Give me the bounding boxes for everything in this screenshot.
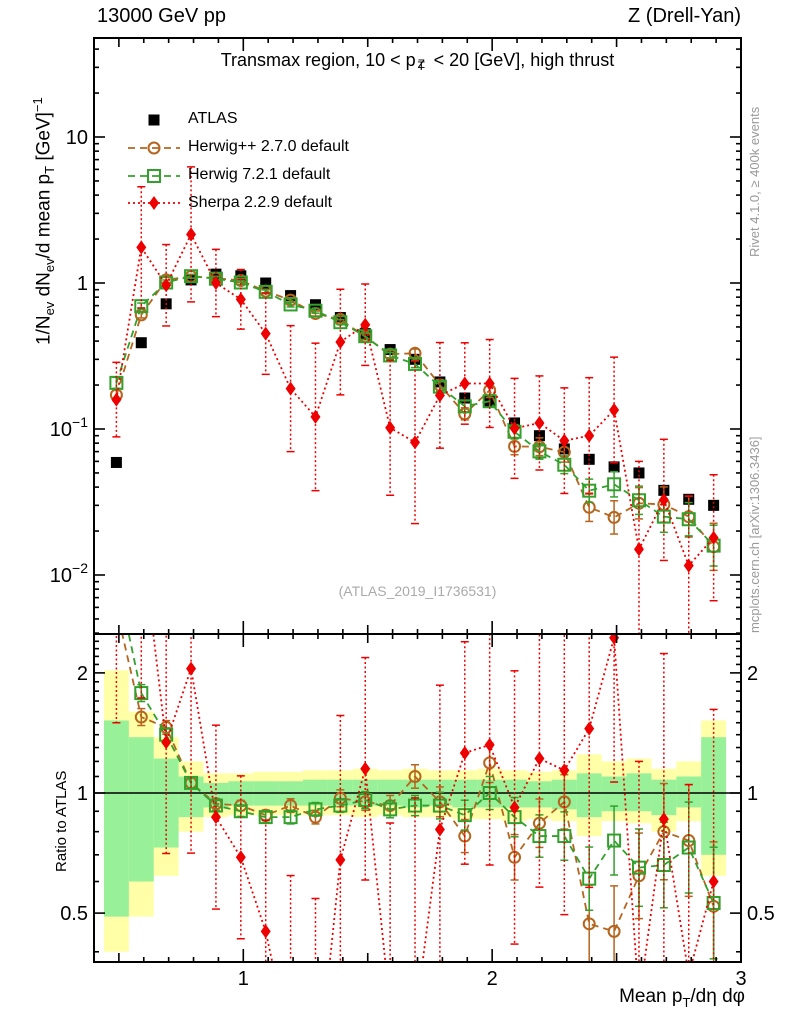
- svg-text:0.5: 0.5: [60, 903, 88, 925]
- svg-text:1: 1: [747, 783, 758, 805]
- legend-label-sherpa: Sherpa 2.2.9 default: [188, 194, 333, 211]
- svg-text:10: 10: [66, 127, 88, 149]
- ratio-y-axis-title: Ratio to ATLAS: [53, 770, 70, 872]
- main-series-2: [109, 269, 721, 567]
- plot-title-text: Transmax region, 10 < p: [220, 50, 416, 70]
- ratio-series-3: [112, 634, 719, 962]
- ratio-y-tick-labels: 2 2 1 1 0.5 0.5: [60, 663, 775, 925]
- x-axis-title: Mean pT/dη dφ: [619, 986, 745, 1010]
- main-y-axis-title: 1/Nev dNev/d mean pT [GeV]−1: [30, 97, 58, 345]
- svg-text:10−1: 10−1: [50, 414, 88, 441]
- plot-title-suffix: < 20 [GeV], high thrust: [428, 50, 615, 70]
- rivet-version-note: Rivet 4.1.0, ≥ 400k events: [747, 106, 762, 257]
- legend-label-herwigpp: Herwig++ 2.7.0 default: [188, 138, 349, 155]
- mcplots-reference-note: mcplots.cern.ch [arXiv:1306.3436]: [747, 436, 762, 633]
- svg-text:2: 2: [487, 968, 498, 990]
- axis-ticks: [93, 38, 742, 962]
- svg-text:3: 3: [735, 968, 746, 990]
- main-series-3: [111, 166, 719, 634]
- svg-text:0.5: 0.5: [747, 903, 775, 925]
- svg-text:1: 1: [77, 783, 88, 805]
- beam-energy-label: 13000 GeV pp: [97, 5, 226, 27]
- legend-glyphs: [128, 114, 180, 210]
- main-y-tick-labels: 10 1 10−1 10−2: [50, 127, 88, 587]
- svg-text:2: 2: [747, 663, 758, 685]
- svg-text:1: 1: [77, 273, 88, 295]
- process-label: Z (Drell-Yan): [628, 5, 741, 27]
- x-tick-labels: 1 2 3: [238, 968, 747, 990]
- legend-label-atlas: ATLAS: [188, 110, 238, 127]
- svg-text:1: 1: [238, 968, 249, 990]
- svg-text:10−2: 10−2: [50, 560, 88, 587]
- legend-label-herwig7: Herwig 7.2.1 default: [188, 166, 331, 183]
- analysis-id-watermark: (ATLAS_2019_I1736531): [338, 583, 497, 599]
- svg-text:2: 2: [77, 663, 88, 685]
